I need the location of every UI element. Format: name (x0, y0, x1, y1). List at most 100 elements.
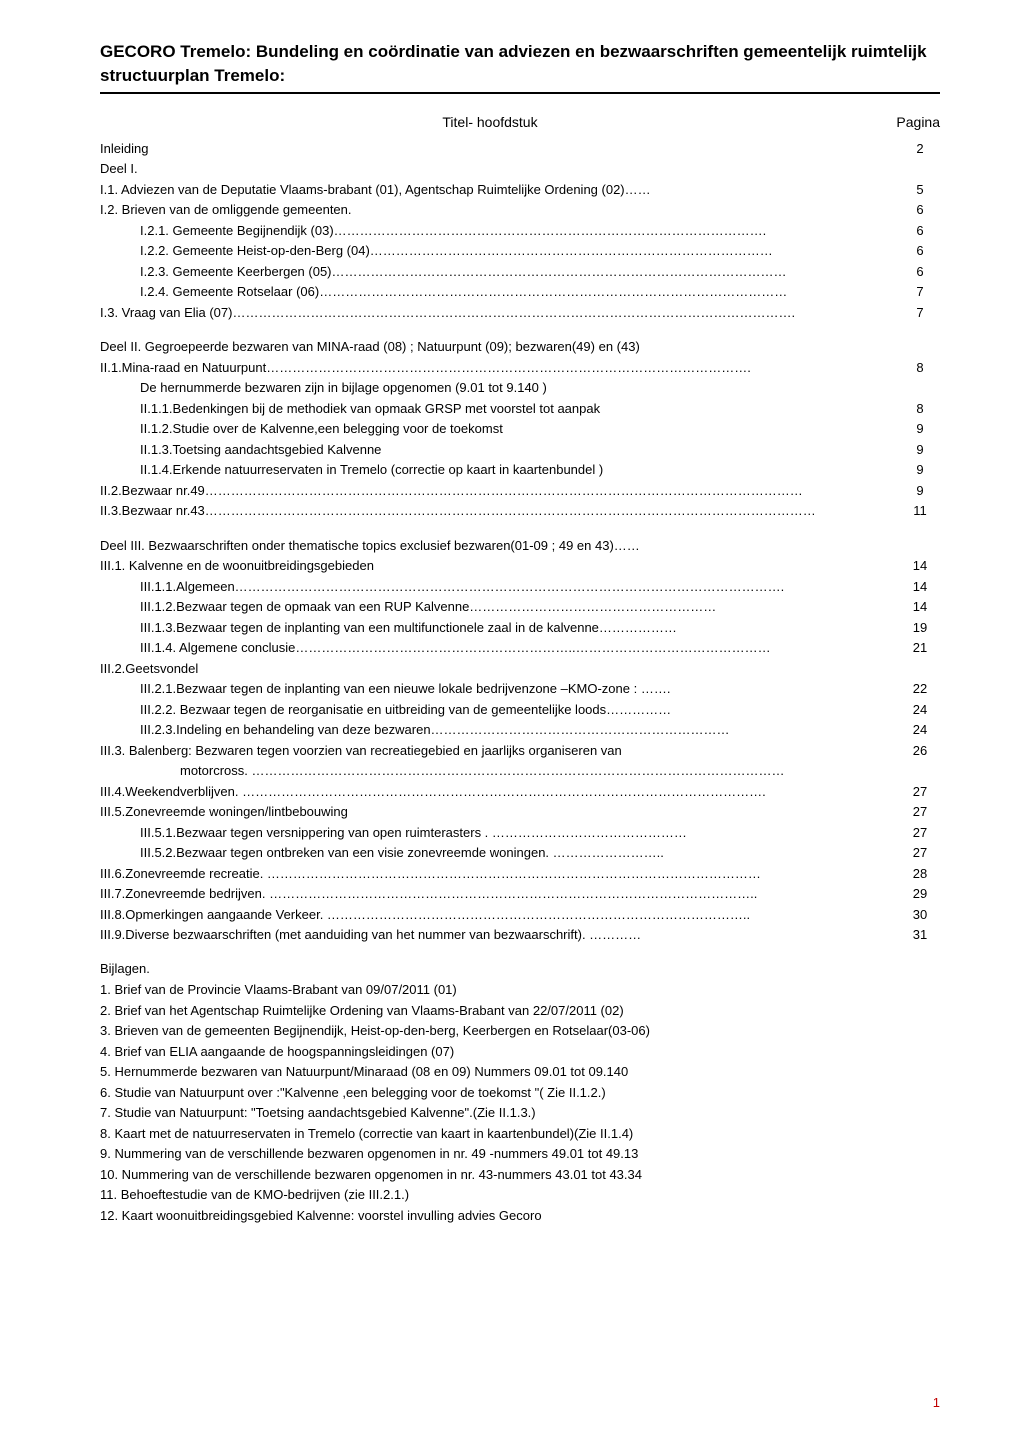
toc-page: 7 (900, 282, 940, 302)
toc-row: III.1.1.Algemeen………………………………………………………………… (100, 577, 940, 597)
toc-page: 29 (900, 884, 940, 904)
toc-label: III.9.Diverse bezwaarschriften (met aand… (100, 925, 900, 945)
toc-row: III.6.Zonevreemde recreatie. ……………………………… (100, 864, 940, 884)
toc-row: I.2. Brieven van de omliggende gemeenten… (100, 200, 940, 220)
toc-row: III.5.1.Bezwaar tegen versnippering van … (100, 823, 940, 843)
toc-header-row: Titel- hoofdstuk Pagina (100, 112, 940, 133)
toc-row: III.2.2. Bezwaar tegen de reorganisatie … (100, 700, 940, 720)
toc-label: I.2.2. Gemeente Heist-op-den-Berg (04)……… (100, 241, 900, 261)
bijlagen-container: 1. Brief van de Provincie Vlaams-Brabant… (100, 980, 940, 1225)
toc-page: 6 (900, 221, 940, 241)
toc-page: 19 (900, 618, 940, 638)
toc-label: III.8.Opmerkingen aangaande Verkeer. ………… (100, 905, 900, 925)
toc-page: 24 (900, 720, 940, 740)
toc-label: III.4.Weekendverblijven. ………………………………………… (100, 782, 900, 802)
bijlage-line: 9. Nummering van de verschillende bezwar… (100, 1144, 940, 1164)
toc-row: motorcross. …………………………………………………………………………… (100, 761, 940, 781)
toc-label: III.2.1.Bezwaar tegen de inplanting van … (100, 679, 900, 699)
document-title: GECORO Tremelo: Bundeling en coördinatie… (100, 40, 940, 94)
toc-row: II.1.4.Erkende natuurreservaten in Treme… (100, 460, 940, 480)
toc-row: III.8.Opmerkingen aangaande Verkeer. ………… (100, 905, 940, 925)
toc-row: III.7.Zonevreemde bedrijven. ……………………………… (100, 884, 940, 904)
toc-page: 9 (900, 481, 940, 501)
toc-row: III.5.Zonevreemde woningen/lintbebouwing… (100, 802, 940, 822)
toc-row: III.5.2.Bezwaar tegen ontbreken van een … (100, 843, 940, 863)
toc-row: II.1.2.Studie over de Kalvenne,een beleg… (100, 419, 940, 439)
toc-page: 5 (900, 180, 940, 200)
toc-page: 24 (900, 700, 940, 720)
toc-label: motorcross. …………………………………………………………………………… (100, 761, 900, 781)
toc-page: 27 (900, 843, 940, 863)
toc-label: III.1. Kalvenne en de woonuitbreidingsge… (100, 556, 900, 576)
toc-header-page: Pagina (880, 112, 940, 133)
toc-page: 21 (900, 638, 940, 658)
toc-row: Inleiding2 (100, 139, 940, 159)
toc-row: I.2.1. Gemeente Begijnendijk (03)…………………… (100, 221, 940, 241)
bijlagen-header: Bijlagen. (100, 959, 940, 979)
toc-page: 14 (900, 577, 940, 597)
toc-row: III.1.4. Algemene conclusie…………………………………… (100, 638, 940, 658)
bijlage-line: 2. Brief van het Agentschap Ruimtelijke … (100, 1001, 940, 1021)
toc-row: III.2.Geetsvondel (100, 659, 940, 679)
toc-page: 6 (900, 262, 940, 282)
bijlage-line: 11. Behoeftestudie van de KMO-bedrijven … (100, 1185, 940, 1205)
toc-row: I.2.3. Gemeente Keerbergen (05)………………………… (100, 262, 940, 282)
toc-page: 27 (900, 823, 940, 843)
toc-page: 8 (900, 358, 940, 378)
page-number: 1 (933, 1393, 940, 1413)
toc-page: 26 (900, 741, 940, 761)
toc-row: Deel III. Bezwaarschriften onder themati… (100, 536, 940, 556)
toc-label: III.1.2.Bezwaar tegen de opmaak van een … (100, 597, 900, 617)
toc-page: 11 (900, 501, 940, 521)
toc-page: 14 (900, 556, 940, 576)
bijlage-line: 4. Brief van ELIA aangaande de hoogspann… (100, 1042, 940, 1062)
toc-row: I.3. Vraag van Elia (07)…………………………………………… (100, 303, 940, 323)
toc-label: I.1. Adviezen van de Deputatie Vlaams-br… (100, 180, 900, 200)
toc-row: III.1. Kalvenne en de woonuitbreidingsge… (100, 556, 940, 576)
toc-label: III.6.Zonevreemde recreatie. ……………………………… (100, 864, 900, 884)
toc-label: II.3.Bezwaar nr.43…………………………………………………………… (100, 501, 900, 521)
toc-label: III.5.2.Bezwaar tegen ontbreken van een … (100, 843, 900, 863)
toc-label: II.1.1.Bedenkingen bij de methodiek van … (100, 399, 900, 419)
toc-page: 6 (900, 241, 940, 261)
bijlage-line: 6. Studie van Natuurpunt over :"Kalvenne… (100, 1083, 940, 1103)
toc-label: III.1.1.Algemeen………………………………………………………………… (100, 577, 900, 597)
toc-row: III.2.3.Indeling en behandeling van deze… (100, 720, 940, 740)
toc-label: Deel III. Bezwaarschriften onder themati… (100, 536, 900, 556)
toc-label: III.2.Geetsvondel (100, 659, 900, 679)
bijlage-line: 5. Hernummerde bezwaren van Natuurpunt/M… (100, 1062, 940, 1082)
bijlage-line: 1. Brief van de Provincie Vlaams-Brabant… (100, 980, 940, 1000)
toc-label: I.2.1. Gemeente Begijnendijk (03)…………………… (100, 221, 900, 241)
toc-label: III.7.Zonevreemde bedrijven. ……………………………… (100, 884, 900, 904)
toc-page: 27 (900, 782, 940, 802)
toc-label: III.5.Zonevreemde woningen/lintbebouwing (100, 802, 900, 822)
toc-page: 9 (900, 460, 940, 480)
toc-row: I.2.2. Gemeente Heist-op-den-Berg (04)……… (100, 241, 940, 261)
toc-label: III.5.1.Bezwaar tegen versnippering van … (100, 823, 900, 843)
toc-row: III.9.Diverse bezwaarschriften (met aand… (100, 925, 940, 945)
toc-label: III.1.4. Algemene conclusie…………………………………… (100, 638, 900, 658)
toc-page: 2 (900, 139, 940, 159)
toc-row: III.2.1.Bezwaar tegen de inplanting van … (100, 679, 940, 699)
toc-label: I.2. Brieven van de omliggende gemeenten… (100, 200, 900, 220)
toc-page: 31 (900, 925, 940, 945)
toc-page: 28 (900, 864, 940, 884)
toc-label: II.1.4.Erkende natuurreservaten in Treme… (100, 460, 900, 480)
toc-row: II.2.Bezwaar nr.49…………………………………………………………… (100, 481, 940, 501)
toc-row: III.1.2.Bezwaar tegen de opmaak van een … (100, 597, 940, 617)
toc-page: 9 (900, 419, 940, 439)
toc-row: De hernummerde bezwaren zijn in bijlage … (100, 378, 940, 398)
toc-label: III.3. Balenberg: Bezwaren tegen voorzie… (100, 741, 900, 761)
toc-page: 30 (900, 905, 940, 925)
toc-container: Inleiding2Deel I.I.1. Adviezen van de De… (100, 139, 940, 945)
bijlage-line: 8. Kaart met de natuurreservaten in Trem… (100, 1124, 940, 1144)
bijlage-line: 12. Kaart woonuitbreidingsgebied Kalvenn… (100, 1206, 940, 1226)
toc-row: III.1.3.Bezwaar tegen de inplanting van … (100, 618, 940, 638)
toc-label: Deel II. Gegroepeerde bezwaren van MINA-… (100, 337, 900, 357)
toc-label: II.1.2.Studie over de Kalvenne,een beleg… (100, 419, 900, 439)
toc-label: II.1.3.Toetsing aandachtsgebied Kalvenne (100, 440, 900, 460)
bijlage-line: 10. Nummering van de verschillende bezwa… (100, 1165, 940, 1185)
toc-row: III.3. Balenberg: Bezwaren tegen voorzie… (100, 741, 940, 761)
toc-label: III.2.2. Bezwaar tegen de reorganisatie … (100, 700, 900, 720)
toc-row: I.2.4. Gemeente Rotselaar (06)…………………………… (100, 282, 940, 302)
